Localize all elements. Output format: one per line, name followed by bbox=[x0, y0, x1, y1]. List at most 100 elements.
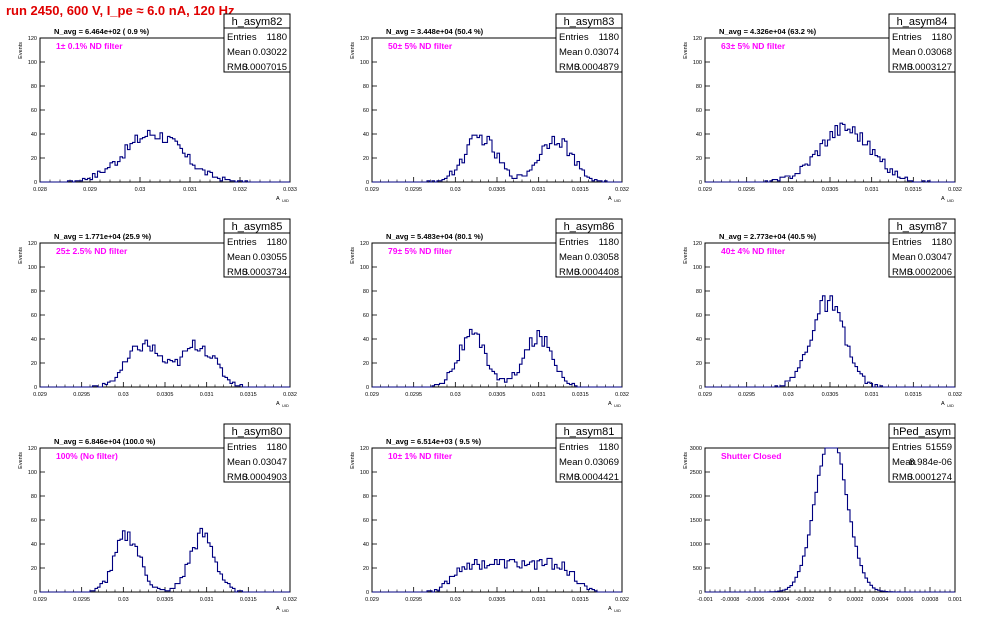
x-axis-label: A bbox=[941, 401, 945, 407]
stats-value: 1180 bbox=[267, 442, 287, 453]
x-tick-label: 0.029 bbox=[33, 392, 47, 398]
stats-key: RMS bbox=[559, 267, 580, 278]
x-tick-label: 0.03 bbox=[135, 187, 146, 193]
x-tick-label: 0.0315 bbox=[572, 392, 589, 398]
x-tick-label: 0.031 bbox=[532, 597, 546, 603]
x-axis-label-subscript: UID bbox=[614, 608, 621, 613]
x-tick-label: -0.0004 bbox=[771, 597, 790, 603]
y-axis-label: Events bbox=[350, 452, 356, 469]
x-tick-label: 0.0315 bbox=[240, 597, 257, 603]
y-tick-label: 40 bbox=[31, 542, 37, 548]
stats-value: 1180 bbox=[267, 237, 287, 248]
stats-title: h_asym85 bbox=[232, 221, 283, 233]
stats-box bbox=[555, 423, 623, 483]
y-tick-label: 100 bbox=[360, 265, 369, 271]
stats-key: RMS bbox=[227, 472, 248, 483]
x-tick-label: -0.0008 bbox=[721, 597, 740, 603]
n-avg-label: N_avg = 3.448e+04 (50.4 %) bbox=[386, 27, 484, 36]
stats-title: h_asym80 bbox=[232, 426, 283, 438]
y-tick-label: 40 bbox=[363, 542, 369, 548]
stats-value: 1180 bbox=[932, 237, 952, 248]
filter-label: 50± 5% ND filter bbox=[388, 41, 453, 51]
filter-label: 25± 2.5% ND filter bbox=[56, 246, 128, 256]
stats-box bbox=[555, 218, 623, 278]
y-tick-label: 60 bbox=[363, 313, 369, 319]
x-tick-label: 0.03 bbox=[783, 392, 794, 398]
histogram-series bbox=[40, 339, 290, 388]
x-tick-label: 0.0315 bbox=[572, 187, 589, 193]
stats-box bbox=[888, 423, 956, 483]
y-tick-label: 80 bbox=[363, 494, 369, 500]
x-tick-label: 0.0008 bbox=[922, 597, 939, 603]
x-tick-label: 0.032 bbox=[233, 187, 247, 193]
y-tick-label: 60 bbox=[696, 108, 702, 114]
stats-value: 0.0004879 bbox=[574, 62, 619, 73]
y-tick-label: 80 bbox=[363, 84, 369, 90]
stats-title: h_asym86 bbox=[564, 221, 615, 233]
stats-value: 0.0007015 bbox=[242, 62, 287, 73]
stats-value: 1180 bbox=[932, 32, 952, 43]
y-tick-label: 1000 bbox=[690, 542, 702, 548]
stats-box bbox=[223, 423, 291, 483]
stats-box bbox=[888, 13, 956, 73]
y-tick-label: 60 bbox=[31, 518, 37, 524]
x-tick-label: 0 bbox=[828, 597, 831, 603]
x-axis-label: A bbox=[608, 606, 612, 612]
filter-label: 63± 5% ND filter bbox=[721, 41, 786, 51]
y-axis-label: Events bbox=[350, 42, 356, 59]
stats-value: 0.03055 bbox=[253, 252, 287, 263]
x-axis-label-subscript: UID bbox=[282, 403, 289, 408]
y-tick-label: 80 bbox=[696, 84, 702, 90]
x-tick-label: 0.031 bbox=[532, 187, 546, 193]
x-tick-label: 0.032 bbox=[948, 187, 962, 193]
n-avg-label: N_avg = 6.846e+04 (100.0 %) bbox=[54, 437, 156, 446]
y-axis-label: Events bbox=[683, 452, 689, 469]
x-tick-label: 0.032 bbox=[283, 392, 297, 398]
y-tick-label: 0 bbox=[699, 385, 702, 391]
x-tick-label: 0.0305 bbox=[822, 187, 839, 193]
y-tick-label: 80 bbox=[31, 289, 37, 295]
y-tick-label: 2000 bbox=[690, 494, 702, 500]
x-axis-label: A bbox=[608, 401, 612, 407]
y-tick-label: 100 bbox=[28, 470, 37, 476]
x-tick-label: 0.0295 bbox=[738, 187, 755, 193]
x-axis-label-subscript: UID bbox=[614, 198, 621, 203]
y-tick-label: 20 bbox=[31, 156, 37, 162]
y-tick-label: 120 bbox=[693, 241, 702, 247]
x-tick-label: 0.029 bbox=[83, 187, 97, 193]
filter-label: 40± 4% ND filter bbox=[721, 246, 786, 256]
x-tick-label: 0.032 bbox=[283, 597, 297, 603]
y-tick-label: 100 bbox=[360, 60, 369, 66]
y-tick-label: 40 bbox=[31, 337, 37, 343]
stats-key: Mean bbox=[559, 457, 583, 468]
x-tick-label: 0.029 bbox=[365, 597, 379, 603]
x-tick-label: 0.0315 bbox=[572, 597, 589, 603]
x-tick-label: 0.0315 bbox=[240, 392, 257, 398]
histogram-panel-h_asym82: 0 20 40 60 80 100 120 Events 0.028 0.029 0.03 0.031… bbox=[18, 13, 297, 203]
y-axis-label: Events bbox=[683, 42, 689, 59]
x-axis-label: A bbox=[276, 196, 280, 202]
y-tick-label: 100 bbox=[28, 265, 37, 271]
y-tick-label: 0 bbox=[366, 180, 369, 186]
filter-label: 1± 0.1% ND filter bbox=[56, 41, 123, 51]
x-tick-label: 0.0305 bbox=[489, 187, 506, 193]
x-tick-label: 0.0295 bbox=[73, 392, 90, 398]
x-tick-label: -0.0002 bbox=[796, 597, 815, 603]
y-tick-label: 100 bbox=[693, 265, 702, 271]
histogram-series bbox=[705, 447, 955, 593]
stats-value: 0.03047 bbox=[918, 252, 952, 263]
x-tick-label: 0.03 bbox=[450, 392, 461, 398]
y-tick-label: 40 bbox=[696, 132, 702, 138]
y-tick-label: 0 bbox=[366, 385, 369, 391]
y-tick-label: 120 bbox=[28, 446, 37, 452]
y-tick-label: 60 bbox=[31, 108, 37, 114]
filter-label: 10± 1% ND filter bbox=[388, 451, 453, 461]
stats-key: Mean bbox=[892, 457, 916, 468]
x-tick-label: 0.028 bbox=[33, 187, 47, 193]
stats-title: h_asym87 bbox=[897, 221, 948, 233]
x-tick-label: 0.031 bbox=[865, 187, 879, 193]
y-tick-label: 60 bbox=[696, 313, 702, 319]
y-tick-label: 80 bbox=[696, 289, 702, 295]
y-axis-label: Events bbox=[18, 42, 24, 59]
y-tick-label: 40 bbox=[31, 132, 37, 138]
